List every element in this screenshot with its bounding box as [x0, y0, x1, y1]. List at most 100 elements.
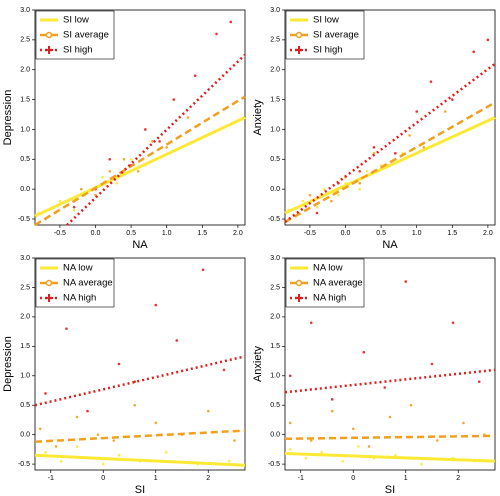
y-axis-label: Anxiety: [252, 345, 264, 382]
plot-frame: [34, 257, 246, 471]
x-tick-label: 2.0: [233, 230, 243, 237]
scatter-point: [451, 321, 455, 325]
scatter-point: [357, 445, 360, 448]
x-axis-label: NA: [132, 239, 148, 251]
legend-marker: [295, 294, 303, 302]
y-tick-label: 3.0: [20, 7, 30, 14]
x-tick-label: 0: [351, 475, 355, 482]
scatter-point: [129, 158, 133, 161]
scatter-point: [86, 409, 89, 413]
regression-line: [284, 368, 496, 394]
scatter-point: [288, 448, 292, 451]
scatter-point: [351, 427, 355, 431]
scatter-point: [96, 433, 100, 436]
y-tick-label: 0.0: [20, 186, 30, 193]
x-tick-label: 2: [456, 475, 460, 482]
legend: NA low NA average NA high: [285, 258, 365, 308]
x-tick-label: 1.5: [447, 230, 457, 237]
scatter-point: [108, 158, 112, 161]
scatter-point: [477, 380, 481, 383]
scatter-point: [65, 327, 68, 330]
y-axis-label: Depression: [2, 336, 14, 392]
scatter-point: [393, 453, 397, 457]
scatter-point: [330, 398, 334, 401]
scatter-point: [309, 321, 313, 325]
scatter-point: [175, 339, 179, 342]
scatter-point: [133, 403, 137, 407]
x-axis-label: SI: [385, 484, 395, 496]
regression-line: [66, 53, 246, 226]
y-tick-label: 2.0: [270, 314, 280, 321]
scatter-point: [420, 462, 423, 466]
legend-label: SI low: [313, 15, 339, 26]
y-tick-label: 1.0: [20, 126, 30, 133]
y-tick-label: 2.0: [270, 67, 280, 74]
scatter-point: [172, 98, 176, 101]
scatter-point: [38, 427, 42, 431]
scatter-point: [44, 392, 47, 395]
regression-line: [34, 116, 246, 218]
y-tick-label: 3.0: [20, 255, 30, 262]
x-tick-label: 0.0: [341, 230, 351, 237]
scatter-point: [54, 445, 58, 448]
regression-line: [284, 116, 496, 215]
scatter-point: [367, 445, 371, 448]
y-tick-label: 0.5: [270, 402, 280, 409]
scatter-point: [404, 280, 408, 283]
scatter-point: [430, 362, 434, 366]
scatter-point: [136, 169, 140, 173]
y-tick-label: 1.0: [270, 126, 280, 133]
scatter-point: [112, 439, 116, 442]
x-tick-label: 2: [206, 475, 210, 482]
x-tick-label: 0.0: [91, 230, 101, 237]
scatter-point: [101, 462, 105, 466]
legend-label: NA high: [63, 293, 96, 304]
legend: NA low NA average NA high: [35, 258, 115, 308]
scatter-point: [215, 32, 218, 36]
y-tick-label: -0.5: [18, 461, 30, 468]
x-tick-label: -1: [298, 475, 304, 482]
scatter-point: [101, 175, 104, 179]
x-tick-label: 0.5: [126, 230, 136, 237]
x-tick-label: 1.5: [197, 230, 207, 237]
scatter-point: [108, 169, 112, 173]
scatter-point: [341, 459, 345, 463]
legend-label: NA average: [63, 278, 113, 289]
scatter-point: [75, 415, 79, 419]
scatter-point: [75, 445, 79, 448]
y-tick-label: 1.5: [20, 96, 30, 103]
y-tick-label: 3.0: [270, 255, 280, 262]
legend: SI low SI average SI high: [35, 10, 115, 60]
legend-marker: [295, 279, 303, 287]
x-tick-label: 1: [404, 475, 408, 482]
scatter-point: [59, 459, 63, 463]
y-tick-label: 0.0: [270, 432, 280, 439]
scatter-point: [58, 199, 62, 203]
scatter-point: [388, 415, 392, 419]
scatter-point: [72, 208, 76, 212]
x-tick-label: 0.5: [376, 230, 386, 237]
scatter-point: [154, 303, 158, 307]
scatter-point: [144, 128, 147, 131]
scatter-point: [288, 421, 292, 425]
y-tick-label: 1.5: [270, 343, 280, 350]
scatter-point: [206, 409, 210, 413]
x-tick-label: 2.0: [483, 230, 493, 237]
legend-label: SI average: [63, 30, 109, 41]
scatter-point: [409, 403, 413, 407]
y-axis-label: Depression: [2, 90, 14, 146]
scatter-point: [222, 368, 226, 372]
legend-label: NA low: [63, 263, 93, 274]
legend-marker: [295, 46, 303, 54]
scatter-point: [383, 386, 387, 389]
y-tick-label: 1.5: [270, 96, 280, 103]
regression-line: [34, 95, 246, 227]
legend-label: SI high: [63, 45, 93, 56]
plot-frame: [284, 257, 496, 471]
scatter-point: [415, 110, 418, 113]
scatter-point: [372, 146, 376, 149]
scatter-point: [443, 110, 447, 113]
y-tick-label: 1.0: [270, 373, 280, 380]
scatter-point: [186, 116, 190, 119]
y-tick-label: 0.0: [270, 186, 280, 193]
